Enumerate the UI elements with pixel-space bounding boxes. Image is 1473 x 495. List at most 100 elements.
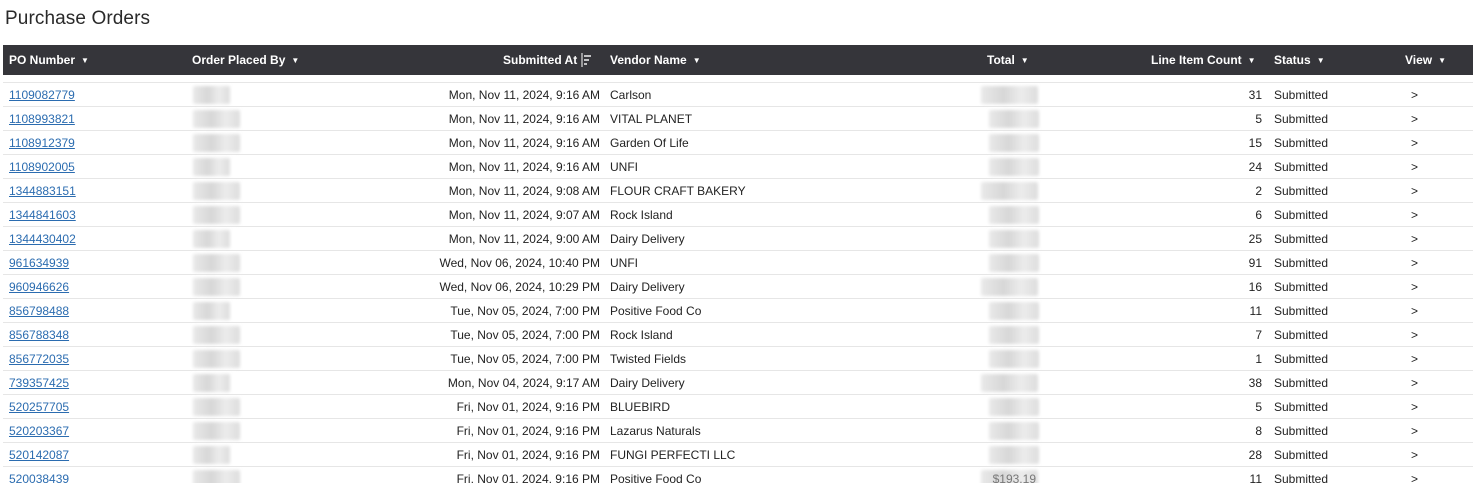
view-row-button[interactable]: > — [1411, 208, 1419, 222]
redacted-total — [981, 86, 1038, 104]
submitted-at-cell: Mon, Nov 11, 2024, 9:16 AM — [448, 160, 600, 174]
column-header-line-item-count[interactable]: Line Item Count ▼ — [1151, 53, 1256, 67]
table-row[interactable]: 739357425 Mon, Nov 04, 2024, 9:17 AM Dairy… — [3, 371, 1473, 395]
view-row-button[interactable]: > — [1411, 472, 1419, 483]
po-number-link[interactable]: 1108993821 — [9, 112, 75, 126]
redacted-order-placed-by — [193, 422, 240, 440]
table-row[interactable]: 520203367 Fri, Nov 01, 2024, 9:16 PM Lazar… — [3, 419, 1473, 443]
po-number-link[interactable]: 1108912379 — [9, 136, 75, 150]
view-row-button[interactable]: > — [1411, 400, 1419, 414]
po-number-link[interactable]: 856788348 — [9, 328, 70, 342]
view-row-button[interactable]: > — [1411, 304, 1419, 318]
view-row-button[interactable]: > — [1411, 184, 1419, 198]
table-row[interactable]: 961634939 Wed, Nov 06, 2024, 10:40 PM UNFI… — [3, 251, 1473, 275]
vendor-name-cell: Garden Of Life — [610, 136, 689, 150]
view-row-button[interactable]: > — [1411, 328, 1419, 342]
submitted-at-cell: Mon, Nov 04, 2024, 9:17 AM — [447, 376, 600, 390]
column-header-vendor-name[interactable]: Vendor Name ▼ — [610, 53, 701, 67]
submitted-at-cell: Mon, Nov 11, 2024, 9:08 AM — [448, 184, 600, 198]
view-row-button[interactable]: > — [1411, 136, 1419, 150]
po-number-link[interactable]: 739357425 — [9, 376, 70, 390]
table-row[interactable]: 1344841603 Mon, Nov 11, 2024, 9:07 AM Rock… — [3, 203, 1473, 227]
po-number-link[interactable]: 1344883151 — [9, 184, 76, 198]
submitted-at-cell: Mon, Nov 11, 2024, 9:07 AM — [448, 208, 600, 222]
column-header-view[interactable]: View ▼ — [1405, 53, 1447, 67]
table-row[interactable]: 520257705 Fri, Nov 01, 2024, 9:16 PM BLUEB… — [3, 395, 1473, 419]
status-cell: Submitted — [1274, 448, 1329, 462]
submitted-at-cell: Fri, Nov 01, 2024, 9:16 PM — [456, 472, 600, 483]
view-row-button[interactable]: > — [1411, 280, 1419, 294]
line-item-count-cell: 15 — [1248, 136, 1262, 150]
table-row[interactable]: 1109082779 Mon, Nov 11, 2024, 9:16 AM Carl… — [3, 83, 1473, 107]
table-header: PO Number ▼ Order Placed By ▼ Submitted At… — [3, 45, 1473, 75]
table-row[interactable]: 1344883151 Mon, Nov 11, 2024, 9:08 AM FLOU… — [3, 179, 1473, 203]
line-item-count-cell: 16 — [1248, 280, 1262, 294]
column-header-total[interactable]: Total ▼ — [987, 53, 1029, 67]
view-row-button[interactable]: > — [1411, 160, 1419, 174]
line-item-count-cell: 5 — [1255, 400, 1262, 414]
redacted-order-placed-by — [193, 182, 240, 200]
table-row[interactable]: 520038439 Fri, Nov 01, 2024, 9:16 PM Posit… — [3, 467, 1473, 483]
po-number-link[interactable]: 961634939 — [9, 256, 70, 270]
view-row-button[interactable]: > — [1411, 376, 1419, 390]
caret-down-icon: ▼ — [692, 56, 701, 65]
vendor-name-cell: Rock Island — [610, 208, 673, 222]
view-row-button[interactable]: > — [1411, 448, 1419, 462]
table-row[interactable]: 960946626 Wed, Nov 06, 2024, 10:29 PM Dair… — [3, 275, 1473, 299]
vendor-name-cell: BLUEBIRD — [610, 400, 671, 414]
column-header-status[interactable]: Status ▼ — [1274, 53, 1325, 67]
po-number-link[interactable]: 1344430402 — [9, 232, 76, 246]
view-row-button[interactable]: > — [1411, 232, 1419, 246]
view-row-button[interactable]: > — [1411, 88, 1419, 102]
po-number-link[interactable]: 1108902005 — [9, 160, 75, 174]
vendor-name-cell: Dairy Delivery — [610, 280, 685, 294]
caret-down-icon: ▼ — [291, 56, 300, 65]
column-header-submitted-at[interactable]: Submitted At — [503, 45, 592, 75]
redacted-total — [989, 134, 1039, 152]
redacted-total — [989, 350, 1039, 368]
redacted-order-placed-by — [193, 398, 240, 416]
view-row-button[interactable]: > — [1411, 256, 1419, 270]
status-cell: Submitted — [1274, 256, 1329, 270]
view-row-button[interactable]: > — [1411, 352, 1419, 366]
redacted-total — [989, 230, 1039, 248]
purchase-orders-table: PO Number ▼ Order Placed By ▼ Submitted At… — [3, 45, 1473, 483]
po-number-link[interactable]: 856798488 — [9, 304, 70, 318]
vendor-name-cell: Positive Food Co — [610, 472, 702, 483]
redacted-order-placed-by — [193, 86, 230, 104]
column-header-order-placed-by[interactable]: Order Placed By ▼ — [192, 53, 300, 67]
po-number-link[interactable]: 520142087 — [9, 448, 70, 462]
table-row[interactable]: 856772035 Tue, Nov 05, 2024, 7:00 PM Twist… — [3, 347, 1473, 371]
line-item-count-cell: 91 — [1248, 256, 1262, 270]
table-row[interactable]: 856788348 Tue, Nov 05, 2024, 7:00 PM Rock … — [3, 323, 1473, 347]
po-number-link[interactable]: 520038439 — [9, 472, 70, 483]
po-number-link[interactable]: 1109082779 — [9, 88, 75, 102]
po-number-link[interactable]: 520203367 — [9, 424, 70, 438]
submitted-at-cell: Tue, Nov 05, 2024, 7:00 PM — [450, 328, 600, 342]
caret-down-icon: ▼ — [1316, 56, 1325, 65]
redacted-total — [989, 326, 1039, 344]
submitted-at-cell: Fri, Nov 01, 2024, 9:16 PM — [456, 424, 600, 438]
table-row[interactable]: 1344430402 Mon, Nov 11, 2024, 9:00 AM Dair… — [3, 227, 1473, 251]
column-header-po-number[interactable]: PO Number ▼ — [9, 53, 89, 67]
po-number-link[interactable]: 1344841603 — [9, 208, 76, 222]
status-cell: Submitted — [1274, 328, 1329, 342]
view-row-button[interactable]: > — [1411, 424, 1419, 438]
redacted-order-placed-by — [193, 278, 240, 296]
redacted-order-placed-by — [193, 110, 240, 128]
caret-down-icon: ▼ — [1020, 56, 1029, 65]
view-row-button[interactable]: > — [1411, 112, 1419, 126]
table-row[interactable]: 1108993821 Mon, Nov 11, 2024, 9:16 AM VITA… — [3, 107, 1473, 131]
table-row[interactable]: 1108912379 Mon, Nov 11, 2024, 9:16 AM Gard… — [3, 131, 1473, 155]
table-row[interactable]: 1108902005 Mon, Nov 11, 2024, 9:16 AM UNFI… — [3, 155, 1473, 179]
po-number-link[interactable]: 856772035 — [9, 352, 70, 366]
po-number-link[interactable]: 520257705 — [9, 400, 70, 414]
vendor-name-cell: UNFI — [610, 160, 638, 174]
redacted-order-placed-by — [193, 374, 230, 392]
vendor-name-cell: FLOUR CRAFT BAKERY — [610, 184, 746, 198]
po-number-link[interactable]: 960946626 — [9, 280, 70, 294]
table-row[interactable]: 856798488 Tue, Nov 05, 2024, 7:00 PM Posit… — [3, 299, 1473, 323]
status-cell: Submitted — [1274, 304, 1329, 318]
redacted-total — [981, 278, 1038, 296]
table-row[interactable]: 520142087 Fri, Nov 01, 2024, 9:16 PM FUNGI… — [3, 443, 1473, 467]
